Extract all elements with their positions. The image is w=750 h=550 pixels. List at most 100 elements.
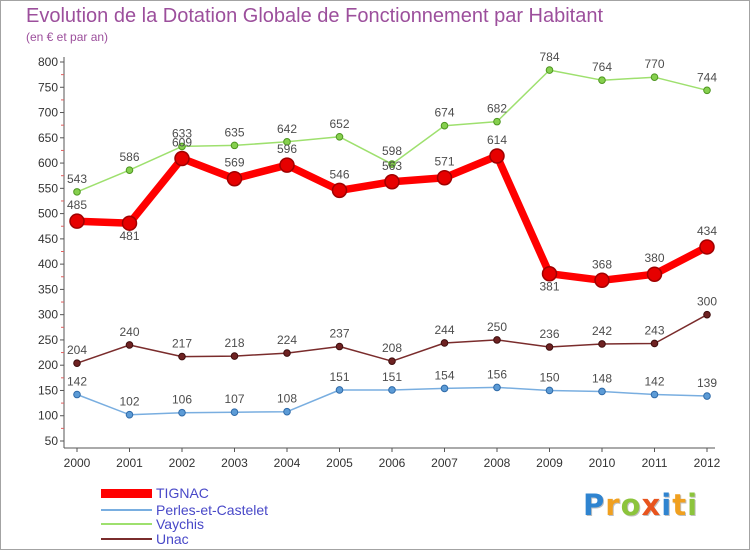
data-point-vaychis-2007 xyxy=(440,121,449,130)
data-point-unac-2001 xyxy=(125,341,134,349)
data-point-perles-et-castelet-2011 xyxy=(650,390,659,399)
y-tick-label: 500 xyxy=(38,207,58,221)
logo-letter: x xyxy=(641,488,662,522)
data-point-perles-et-castelet-2009 xyxy=(545,386,554,395)
legend-label-perles-et-castelet: Perles-et-Castelet xyxy=(156,502,269,518)
data-label-vaychis-2011: 770 xyxy=(644,57,664,71)
data-label-vaychis-2007: 674 xyxy=(434,106,454,120)
y-tick-label: 800 xyxy=(38,55,58,69)
data-label-perles-et-castelet-2001: 102 xyxy=(119,395,139,409)
data-label-perles-et-castelet-2006: 151 xyxy=(382,370,402,384)
value-labels: 485 481 609 569 596 546 563 571 614 381 368 380 434 1… xyxy=(67,50,717,409)
data-label-unac-2012: 300 xyxy=(697,295,717,309)
data-label-perles-et-castelet-2012: 139 xyxy=(697,376,717,390)
data-point-perles-et-castelet-2006 xyxy=(388,386,396,394)
data-label-vaychis-2008: 682 xyxy=(487,102,507,116)
data-label-perles-et-castelet-2002: 106 xyxy=(172,393,192,407)
data-label-perles-et-castelet-2010: 148 xyxy=(592,371,612,385)
y-tick-label: 300 xyxy=(38,308,58,322)
data-label-tignac-2006: 563 xyxy=(382,159,402,173)
data-point-perles-et-castelet-2000 xyxy=(73,390,81,399)
data-point-unac-2006 xyxy=(388,357,396,365)
data-label-tignac-2009: 381 xyxy=(539,280,559,294)
legend-label-tignac: TIGNAC xyxy=(156,485,209,501)
data-label-vaychis-2009: 784 xyxy=(539,50,559,64)
data-point-unac-2004 xyxy=(283,349,291,357)
y-tick-label: 700 xyxy=(38,106,58,120)
data-label-perles-et-castelet-2003: 107 xyxy=(224,392,244,406)
x-tick-label: 2007 xyxy=(431,456,458,470)
data-point-vaychis-2001 xyxy=(125,166,134,174)
y-tick-label: 650 xyxy=(38,131,58,145)
data-label-tignac-2012: 434 xyxy=(697,224,717,238)
data-label-perles-et-castelet-2009: 150 xyxy=(539,370,559,384)
data-point-vaychis-2004 xyxy=(283,138,291,146)
data-label-unac-2009: 236 xyxy=(539,327,559,341)
data-label-tignac-2011: 380 xyxy=(644,251,664,265)
chart-title: Evolution de la Dotation Globale de Fonc… xyxy=(26,5,604,27)
x-tick-label: 2008 xyxy=(484,456,511,470)
data-label-unac-2003: 218 xyxy=(224,336,244,350)
y-tick-label: 450 xyxy=(38,232,58,246)
x-tick-label: 2003 xyxy=(221,456,248,470)
data-point-tignac-2006 xyxy=(384,174,400,190)
legend-label-unac: Unac xyxy=(156,531,189,547)
data-label-vaychis-2002: 633 xyxy=(172,126,192,140)
legend-swatch-perles-et-castelet xyxy=(101,509,152,511)
y-tick-label: 400 xyxy=(38,257,58,271)
data-point-tignac-2012 xyxy=(699,239,715,255)
data-label-unac-2004: 224 xyxy=(277,333,297,347)
data-label-unac-2008: 250 xyxy=(487,320,507,334)
legend-swatch-unac xyxy=(101,538,152,540)
data-label-unac-2007: 244 xyxy=(434,323,454,337)
logo-letter: r xyxy=(605,488,621,522)
data-point-perles-et-castelet-2004 xyxy=(283,407,291,416)
series-tignac xyxy=(69,148,715,289)
data-label-vaychis-2000: 543 xyxy=(67,172,87,186)
legend-label-vaychis: Vaychis xyxy=(156,516,204,532)
data-point-tignac-2001 xyxy=(121,215,138,231)
data-point-vaychis-2002 xyxy=(178,142,186,151)
data-point-unac-2010 xyxy=(598,340,606,348)
data-label-unac-2002: 217 xyxy=(172,337,192,351)
series-perles-et-castelet xyxy=(73,383,711,419)
data-label-unac-2006: 208 xyxy=(382,341,402,355)
data-point-unac-2005 xyxy=(335,342,344,351)
series-unac xyxy=(73,310,711,367)
data-point-vaychis-2009 xyxy=(545,66,554,74)
y-tick-label: 550 xyxy=(38,181,58,195)
data-point-perles-et-castelet-2005 xyxy=(335,386,344,394)
data-point-perles-et-castelet-2007 xyxy=(440,384,449,393)
y-tick-label: 50 xyxy=(45,434,59,448)
data-label-tignac-2005: 546 xyxy=(329,167,349,181)
data-label-vaychis-2004: 642 xyxy=(277,122,297,136)
data-label-tignac-2003: 569 xyxy=(224,156,244,170)
data-label-tignac-2000: 485 xyxy=(67,198,87,212)
data-point-unac-2011 xyxy=(650,339,659,348)
data-label-perles-et-castelet-2008: 156 xyxy=(487,367,507,381)
data-point-vaychis-2000 xyxy=(73,188,81,196)
logo-letter: i xyxy=(687,488,699,522)
x-tick-label: 2009 xyxy=(536,456,563,470)
y-tick-label: 100 xyxy=(38,409,58,423)
data-point-unac-2009 xyxy=(545,343,554,351)
data-point-tignac-2010 xyxy=(594,272,610,289)
y-tick-label: 200 xyxy=(38,358,58,372)
x-tick-label: 2006 xyxy=(379,456,406,470)
data-label-vaychis-2003: 635 xyxy=(224,125,244,139)
chart-subtitle: (en € et par an) xyxy=(26,30,109,44)
legend-swatch-vaychis xyxy=(101,523,152,525)
data-label-tignac-2002: 609 xyxy=(172,136,192,150)
data-label-vaychis-2010: 764 xyxy=(592,60,612,74)
data-point-vaychis-2005 xyxy=(335,132,344,141)
data-point-tignac-2011 xyxy=(646,266,663,282)
data-label-perles-et-castelet-2005: 151 xyxy=(329,370,349,384)
data-point-vaychis-2008 xyxy=(493,117,501,126)
data-point-unac-2000 xyxy=(73,359,81,367)
data-point-perles-et-castelet-2003 xyxy=(230,408,239,416)
data-point-perles-et-castelet-2010 xyxy=(598,387,606,396)
x-tick-label: 2000 xyxy=(64,456,91,470)
data-point-vaychis-2006 xyxy=(388,160,396,168)
data-point-perles-et-castelet-2008 xyxy=(493,383,501,392)
data-label-vaychis-2005: 652 xyxy=(329,117,349,131)
